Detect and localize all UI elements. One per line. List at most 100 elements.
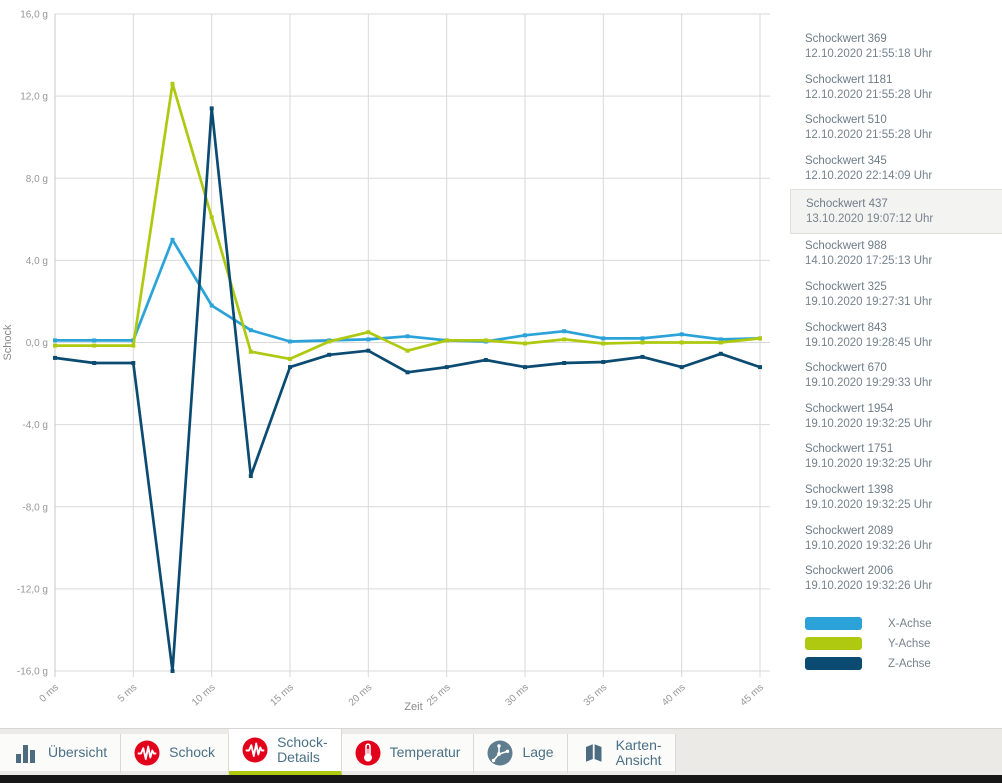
legend-swatch [805,657,862,670]
data-point [405,334,410,339]
legend-item-x-achse: X-Achse [790,617,1002,630]
tab-schock-details[interactable]: Schock- Details [229,729,342,775]
svg-text:35 ms: 35 ms [582,682,610,708]
tab-uebersicht[interactable]: Übersicht [0,734,122,775]
svg-text:20 ms: 20 ms [347,682,375,708]
tab-label: Lage [522,744,554,760]
shock-event-item[interactable]: Schockwert 345 12.10.2020 22:14:09 Uhr [790,149,1002,190]
data-point [92,338,97,343]
data-point [483,358,488,362]
data-point [562,337,567,342]
data-point [718,337,723,342]
data-point [601,336,606,341]
svg-text:5 ms: 5 ms [116,682,139,705]
data-point [53,355,57,360]
event-shock-value: Schockwert 2006 [805,565,894,578]
data-point [405,370,410,375]
data-point [483,338,488,343]
event-shock-value: Schockwert 670 [805,362,887,375]
event-timestamp: 12.10.2020 22:14:09 Uhr [805,169,933,182]
svg-text:25 ms: 25 ms [425,682,453,708]
data-point [248,328,253,333]
chart-legend: X-Achse Y-Achse Z-Achse [790,617,1002,677]
svg-text:-8,0 g: -8,0 g [22,502,48,513]
data-point [131,361,136,365]
shock-event-list: Schockwert 369 12.10.2020 21:55:18 Uhr Sch… [790,0,1002,600]
shock-event-item[interactable]: Schockwert 510 12.10.2020 21:55:28 Uhr [790,108,1002,149]
tab-schock[interactable]: Schock [121,734,230,775]
svg-text:40 ms: 40 ms [660,682,688,708]
data-point [288,339,292,344]
data-point [53,343,57,348]
event-timestamp: 19.10.2020 19:32:26 Uhr [805,539,933,552]
shock-event-item[interactable]: Schockwert 670 19.10.2020 19:29:33 Uhr [790,356,1002,397]
data-point [170,237,175,242]
tab-label: Temperatur [389,744,461,760]
svg-text:-4,0 g: -4,0 g [22,420,48,431]
data-point [366,348,371,353]
tab-karten-ansicht[interactable]: Karten- Ansicht [567,734,676,775]
legend-item-y-achse: Y-Achse [790,637,1002,650]
shock-event-item[interactable]: Schockwert 2089 19.10.2020 19:32:26 Uhr [790,519,1002,560]
data-point [679,332,684,337]
event-timestamp: 19.10.2020 19:32:25 Uhr [805,498,933,511]
data-point [92,361,97,365]
data-point [288,356,292,361]
data-point [170,669,175,673]
data-point [53,338,57,343]
data-point [366,330,371,335]
svg-text:0 ms: 0 ms [38,682,61,705]
event-shock-value: Schockwert 345 [805,154,887,167]
event-shock-value: Schockwert 1181 [805,73,893,86]
data-point [248,474,253,478]
data-point [640,354,645,359]
y-axis-title: Schock [2,324,14,361]
legend-swatch [805,637,862,650]
event-shock-value: Schockwert 1954 [805,402,894,415]
data-point [523,333,527,338]
shock-event-item[interactable]: Schockwert 1398 19.10.2020 19:32:25 Uhr [790,478,1002,519]
event-shock-value: Schockwert 1398 [805,483,894,496]
series-line-X-Achse [53,238,762,343]
series-line-Z-Achse [53,107,762,673]
bottom-tab-bar: Übersicht Schock Schock- Details Temperat… [0,728,1002,775]
shock-event-item[interactable]: Schockwert 1751 19.10.2020 19:32:25 Uhr [790,437,1002,478]
legend-label: Z-Achse [888,657,931,670]
shock-event-item[interactable]: Schockwert 2006 19.10.2020 19:32:26 Uhr [790,559,1002,600]
data-point [248,349,253,354]
legend-label: X-Achse [888,617,932,630]
legend-label: Y-Achse [888,637,931,650]
event-timestamp: 19.10.2020 19:32:25 Uhr [805,458,933,471]
svg-text:0,0 g: 0,0 g [26,338,48,349]
shock-event-item[interactable]: Schockwert 843 19.10.2020 19:28:45 Uhr [790,316,1002,357]
thermometer-icon [355,740,381,766]
shock-event-item-selected[interactable]: Schockwert 437 13.10.2020 19:07:12 Uhr [790,189,1002,235]
data-point [327,339,332,344]
event-shock-value: Schockwert 437 [806,198,888,211]
shock-event-item[interactable]: Schockwert 1954 19.10.2020 19:32:25 Uhr [790,397,1002,438]
tab-temperatur[interactable]: Temperatur [341,734,475,775]
event-shock-value: Schockwert 510 [805,114,887,127]
event-shock-value: Schockwert 325 [805,280,887,293]
shock-event-item[interactable]: Schockwert 1181 12.10.2020 21:55:28 Uhr [790,68,1002,109]
shock-event-item[interactable]: Schockwert 369 12.10.2020 21:55:18 Uhr [790,27,1002,68]
data-point [679,340,684,345]
svg-text:45 ms: 45 ms [738,682,766,708]
event-timestamp: 13.10.2020 19:07:12 Uhr [806,213,934,226]
data-point [209,303,214,308]
shock-event-item[interactable]: Schockwert 988 14.10.2020 17:25:13 Uhr [790,234,1002,275]
tab-lage[interactable]: Lage [474,734,568,775]
data-point [718,351,723,356]
svg-text:12,0 g: 12,0 g [20,92,48,103]
svg-text:15 ms: 15 ms [268,682,296,708]
data-point [562,361,567,365]
event-timestamp: 12.10.2020 21:55:28 Uhr [805,88,933,101]
event-timestamp: 12.10.2020 21:55:28 Uhr [805,129,933,142]
tab-label: Schock- Details [277,734,328,765]
data-point [444,365,449,370]
svg-text:-16,0 g: -16,0 g [17,667,48,678]
shock-icon [242,737,268,763]
shock-event-item[interactable]: Schockwert 325 19.10.2020 19:27:31 Uhr [790,275,1002,316]
shock-event-panel: Schockwert 369 12.10.2020 21:55:18 Uhr Sch… [790,0,1002,728]
